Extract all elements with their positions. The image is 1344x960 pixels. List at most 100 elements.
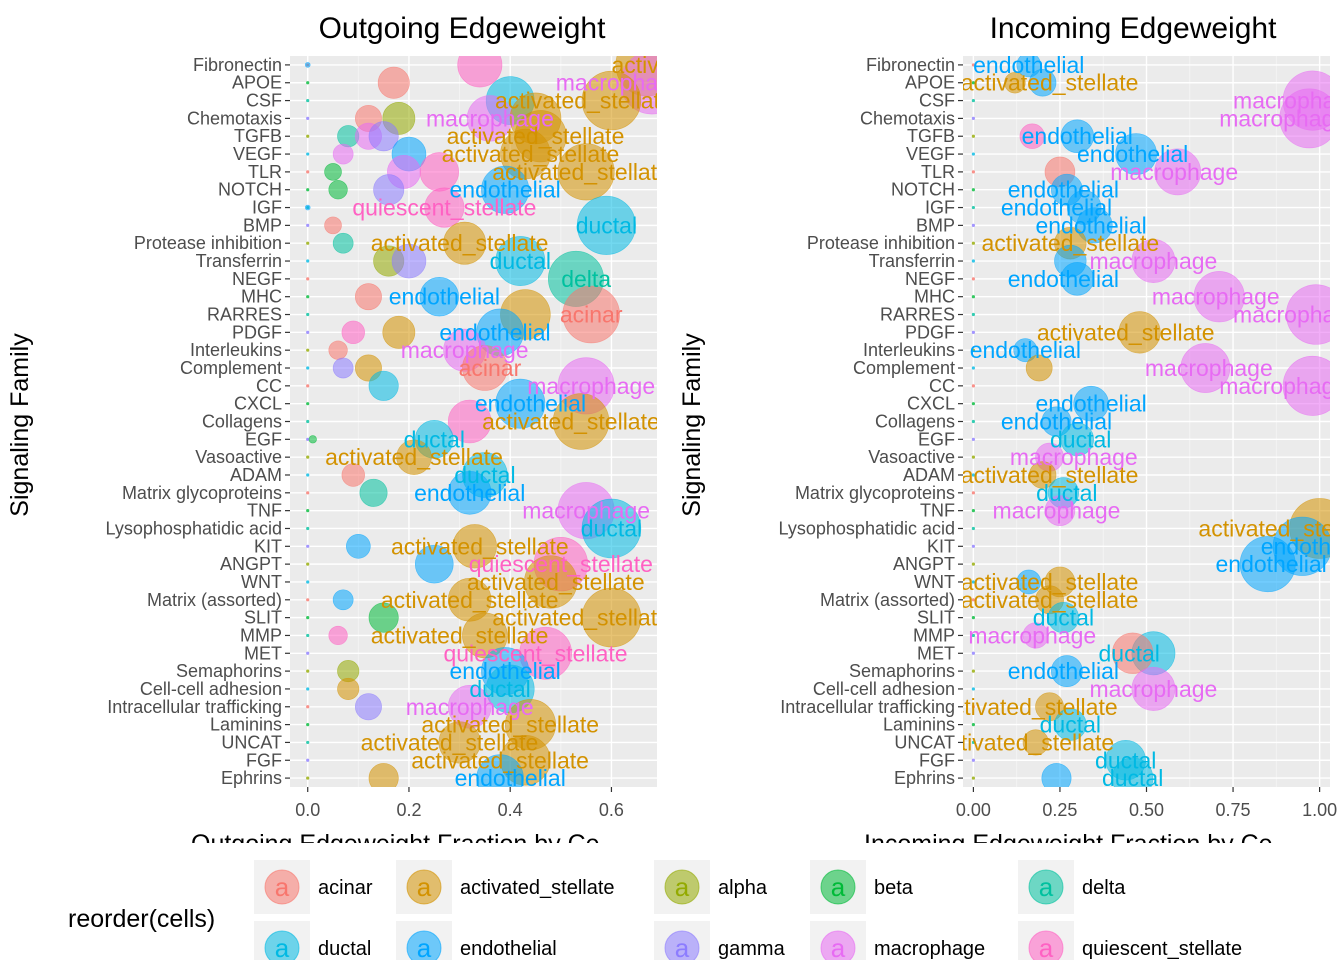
- y-tick-label: TLR: [921, 162, 955, 182]
- data-label-macrophage: macrophage: [406, 694, 534, 720]
- data-label-activated_stellate: activated_stellate: [961, 587, 1139, 613]
- y-tick-label: Interleukins: [863, 340, 955, 360]
- point-small: [306, 740, 310, 745]
- y-tick-label: KIT: [254, 536, 282, 556]
- data-label-macrophage: macrophage: [1089, 248, 1217, 274]
- data-label-endothelial: endothelial: [1035, 212, 1146, 238]
- legend-item-label: quiescent_stellate: [1082, 938, 1242, 960]
- point-gamma: [368, 121, 399, 152]
- point-activated_stellate: [557, 143, 615, 201]
- data-label-endothelial: endothelial: [1077, 141, 1188, 167]
- point-quiescent_stellate: [424, 187, 465, 228]
- point-activated_stellate: [337, 677, 360, 700]
- data-label-endothelial: endothelial: [450, 658, 561, 684]
- point-small: [971, 598, 975, 602]
- point-small: [971, 509, 975, 513]
- legend-item-label: delta: [1082, 877, 1126, 899]
- point-ductal: [1112, 757, 1154, 787]
- y-tick-label: Ephrins: [894, 768, 955, 788]
- y-tick-label: RARRES: [207, 305, 282, 325]
- point-small: [306, 116, 310, 121]
- legend-item-label: acinar: [318, 877, 373, 899]
- y-tick-label: BMP: [243, 215, 282, 235]
- point-delta: [359, 478, 388, 507]
- y-tick-label: Ephrins: [221, 768, 282, 788]
- data-label-ductal: ductal: [1036, 480, 1097, 506]
- point-small: [306, 437, 310, 441]
- point-endothelial: [346, 533, 371, 559]
- y-tick-label: MHC: [241, 287, 282, 307]
- point-small: [971, 651, 975, 655]
- point-small: [306, 544, 310, 548]
- point-small: [971, 455, 975, 459]
- point-acinar: [328, 340, 348, 360]
- y-tick-label: Collagens: [875, 412, 955, 432]
- y-axis-title: Signaling Family: [678, 333, 706, 517]
- legend-item-gamma: a gamma: [654, 921, 786, 960]
- y-tick-label: PDGF: [232, 322, 282, 342]
- point-activated_stellate: [452, 524, 497, 569]
- data-label-macrophage: macrophage: [968, 622, 1096, 648]
- legend-key-glyph: a: [675, 933, 690, 960]
- y-tick-label: ANGPT: [220, 554, 282, 574]
- data-label-activated_stellate: activated_stellate: [940, 694, 1118, 720]
- y-tick-label: TNF: [920, 501, 955, 521]
- point-endothelial: [1115, 133, 1157, 175]
- point-small: [306, 758, 310, 762]
- y-tick-label: MET: [244, 643, 282, 663]
- point-small: [306, 348, 310, 352]
- data-label-endothelial: endothelial: [1008, 658, 1119, 684]
- point-small: [306, 402, 310, 406]
- legend-key-glyph: a: [275, 933, 290, 960]
- data-label-endothelial: endothelial: [1035, 391, 1146, 417]
- point-beta: [324, 163, 342, 181]
- point-activated_stellate: [438, 721, 481, 764]
- y-tick-label: MMP: [240, 625, 282, 645]
- panel-title: Incoming Edgeweight: [990, 12, 1278, 45]
- data-label-ductal: ductal: [576, 212, 637, 238]
- point-small: [306, 134, 310, 138]
- point-small: [971, 740, 975, 745]
- legend-key-glyph: a: [275, 872, 290, 902]
- data-label-activated_stellate: activated_stellate: [611, 52, 789, 78]
- point-small: [971, 312, 975, 317]
- x-tick-label: 0.50: [1129, 800, 1164, 820]
- point-small: [971, 616, 975, 620]
- data-label-activated_stellate: activated_stellate: [961, 462, 1139, 488]
- legend-key-circle: [820, 930, 856, 960]
- point-small: [306, 152, 310, 156]
- data-label-activated_stellate: activated_stellate: [325, 444, 503, 470]
- point-activated_stellate: [1022, 729, 1049, 756]
- point-small: [971, 437, 975, 441]
- point-macrophage: [1180, 343, 1231, 393]
- y-tick-label: Collagens: [202, 412, 282, 432]
- legend-title: reorder(cells): [68, 905, 215, 933]
- y-tick-label: TGFB: [234, 126, 282, 146]
- point-small: [306, 562, 310, 566]
- data-label-ductal: ductal: [1033, 605, 1094, 631]
- data-label-quiescent_stellate: quiescent_stellate: [469, 551, 653, 577]
- legend-key-circle: [820, 869, 856, 905]
- point-small: [306, 526, 310, 531]
- point-acinar: [324, 216, 342, 235]
- point-endothelial: [419, 277, 460, 317]
- y-tick-label: Matrix glycoproteins: [795, 483, 955, 503]
- point-small: [306, 419, 310, 424]
- x-tick-label: 0.4: [498, 800, 523, 820]
- data-label-endothelial: endothelial: [1001, 195, 1112, 221]
- point-small: [306, 722, 310, 727]
- point-small: [306, 366, 310, 370]
- point-endothelial: [1076, 207, 1113, 244]
- point-endothelial: [1016, 569, 1042, 595]
- legend-key-circle: [406, 930, 442, 960]
- point-small: [306, 259, 310, 263]
- y-tick-label: CSF: [246, 91, 282, 111]
- point-macrophage: [1044, 495, 1076, 526]
- x-tick-label: 0.6: [599, 800, 624, 820]
- data-label-activated_stellate: activated_stellate: [371, 230, 549, 256]
- x-tick-label: 0.2: [396, 800, 421, 820]
- point-small: [971, 580, 975, 584]
- y-tick-label: Vasoactive: [868, 447, 955, 467]
- point-activated_stellate: [1028, 461, 1057, 489]
